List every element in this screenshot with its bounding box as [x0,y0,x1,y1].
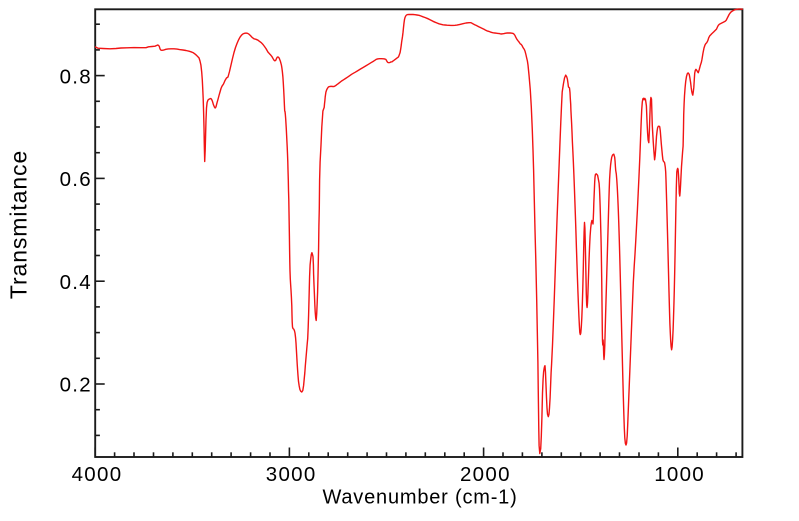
svg-text:2000: 2000 [460,463,511,486]
svg-text:0.8: 0.8 [60,65,92,88]
svg-text:0.2: 0.2 [60,374,92,397]
svg-text:0.4: 0.4 [60,271,92,294]
svg-text:Transmitance: Transmitance [6,150,32,299]
svg-text:Wavenumber (cm-1): Wavenumber (cm-1) [322,487,517,509]
svg-text:1000: 1000 [654,463,705,486]
svg-text:4000: 4000 [72,463,123,486]
svg-text:0.6: 0.6 [60,168,92,191]
svg-text:3000: 3000 [266,463,317,486]
